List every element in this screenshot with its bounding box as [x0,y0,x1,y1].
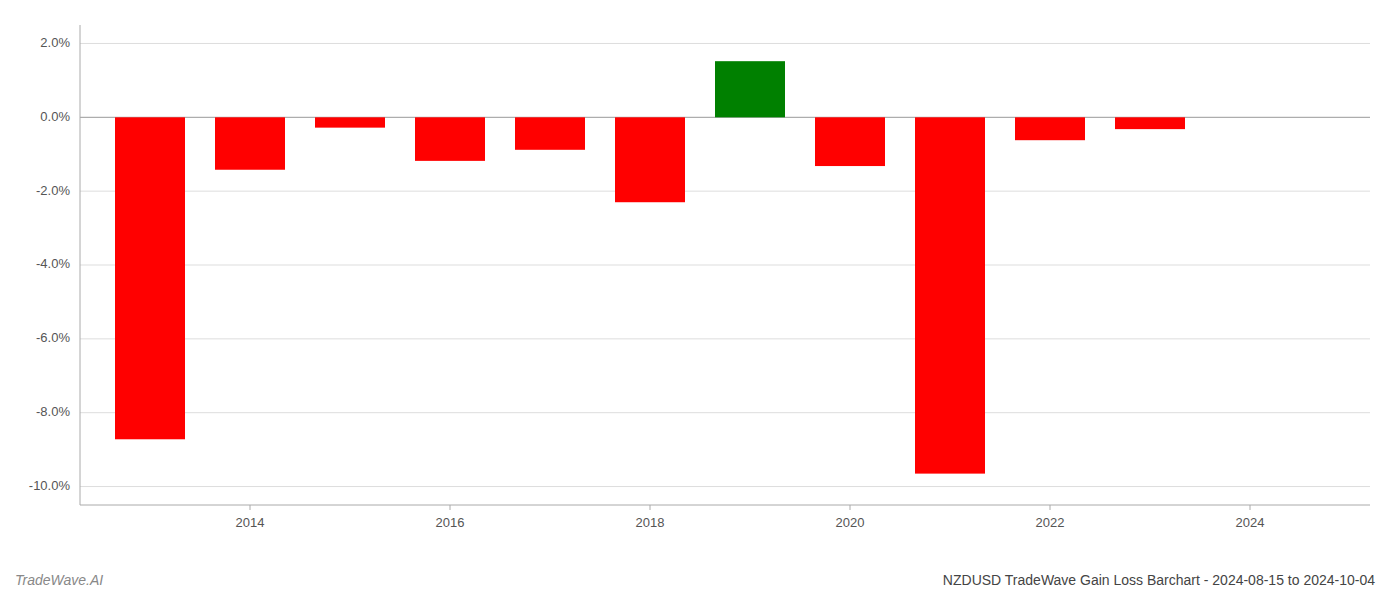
bar [515,117,585,149]
bar [1115,117,1185,129]
y-tick-label: -6.0% [36,330,70,345]
y-tick-labels: -10.0% -8.0% -6.0% -4.0% -2.0% 0.0% 2.0% [29,35,71,493]
x-tick-labels: 2014 2016 2018 2020 2022 2024 [236,505,1265,530]
y-tick-label: 2.0% [40,35,70,50]
chart-svg: -10.0%-8.0%-6.0%-4.0%-2.0%0.0%2.0%201420… [0,0,1400,600]
chart-container: -10.0%-8.0%-6.0%-4.0%-2.0%0.0%2.0%201420… [0,0,1400,600]
bar [615,117,685,202]
grid-line [80,43,1370,44]
bar [315,117,385,127]
x-tick [450,505,451,510]
y-tick-label: -2.0% [36,183,70,198]
y-grid [80,43,1370,486]
x-tick-label: 2018 [636,515,665,530]
bars [115,61,1185,473]
grid-line [80,486,1370,487]
bar [1015,117,1085,140]
bar [815,117,885,166]
background [0,0,1400,600]
grid-line [80,265,1370,266]
x-tick-label: 2016 [436,515,465,530]
x-tick-label: 2022 [1036,515,1065,530]
x-tick [250,505,251,510]
grid-line [80,338,1370,339]
y-tick-label: 0.0% [40,109,70,124]
x-tick-label: 2014 [236,515,265,530]
x-tick-label: 2020 [836,515,865,530]
watermark: TradeWave.AI [15,572,103,588]
x-tick [1250,505,1251,510]
x-axis-line [80,505,1370,506]
x-tick [1050,505,1051,510]
chart-title: NZDUSD TradeWave Gain Loss Barchart - 20… [943,572,1375,588]
y-axis-line [80,25,81,505]
bar [115,117,185,439]
x-tick [850,505,851,510]
x-tick-label: 2024 [1236,515,1265,530]
y-tick-label: -4.0% [36,256,70,271]
bar [715,61,785,117]
y-tick-label: -10.0% [29,478,71,493]
y-tick-label: -8.0% [36,404,70,419]
bar [215,117,285,169]
grid-line [80,191,1370,192]
bar [915,117,985,473]
grid-line [80,412,1370,413]
bar [415,117,485,161]
x-tick [650,505,651,510]
